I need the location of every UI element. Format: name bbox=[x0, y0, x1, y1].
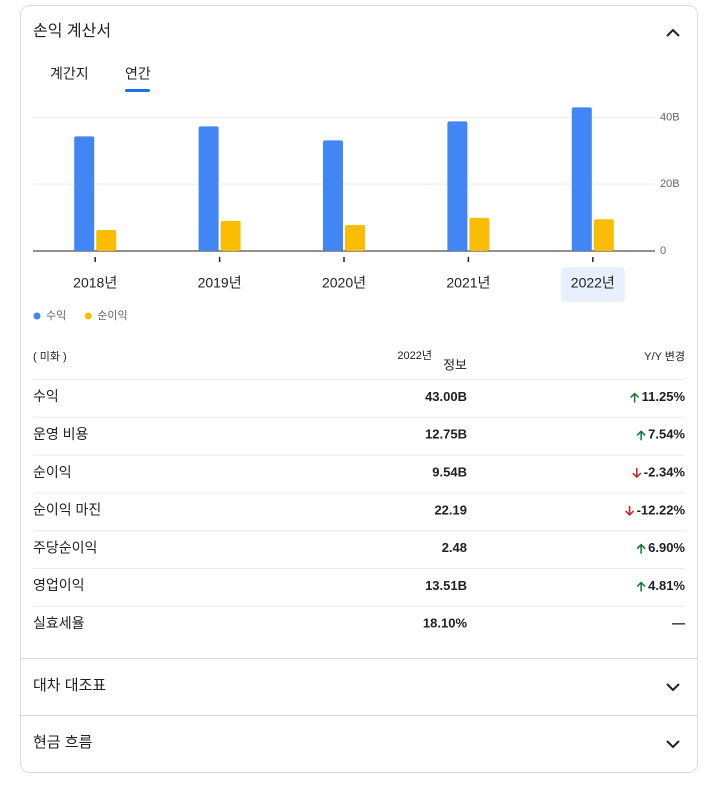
x-tick-label[interactable]: 2020년 bbox=[322, 275, 366, 291]
change-arrow bbox=[630, 392, 640, 403]
change-arrow bbox=[636, 543, 646, 554]
bar bbox=[323, 140, 343, 251]
row-name: 실효세율 bbox=[33, 615, 85, 631]
row-value: 18.10% bbox=[423, 616, 468, 631]
row-change: 6.90% bbox=[648, 540, 685, 555]
row-change: 7.54% bbox=[648, 427, 685, 442]
expand-chevron[interactable] bbox=[666, 740, 680, 749]
tab[interactable]: 계간지 bbox=[50, 66, 89, 82]
section-title: 손익 계산서 bbox=[33, 22, 111, 40]
legend-label: 순이익 bbox=[97, 309, 127, 322]
bar bbox=[198, 126, 219, 251]
row-change: 4.81% bbox=[648, 578, 685, 593]
bar bbox=[447, 121, 468, 251]
y-tick-label: 40B bbox=[660, 111, 680, 123]
bar bbox=[571, 107, 592, 251]
row-name: 수익 bbox=[33, 388, 59, 404]
section-row[interactable]: 대차 대조표 bbox=[33, 677, 106, 694]
collapse-chevron[interactable] bbox=[666, 28, 680, 37]
bar bbox=[220, 220, 241, 251]
bar bbox=[345, 224, 365, 251]
row-change: -2.34% bbox=[644, 465, 686, 480]
table-header: 2022년 bbox=[397, 349, 432, 362]
row-value: 9.54B bbox=[432, 465, 467, 480]
row-change: 11.25% bbox=[642, 389, 686, 404]
row-name: 영업이익 bbox=[33, 577, 85, 593]
tab[interactable]: 연간 bbox=[125, 66, 151, 82]
row-name: 운영 비용 bbox=[33, 426, 89, 442]
selected-category bbox=[560, 267, 625, 302]
row-change: -12.22% bbox=[637, 502, 686, 517]
x-tick-label[interactable]: 2019년 bbox=[198, 275, 242, 291]
bar bbox=[469, 217, 490, 251]
change-arrow bbox=[625, 505, 635, 516]
table-header: 정보 bbox=[443, 357, 467, 372]
row-value: 12.75B bbox=[425, 427, 467, 442]
legend-swatch bbox=[84, 312, 92, 320]
section-row[interactable]: 현금 흐름 bbox=[33, 734, 93, 751]
change-arrow bbox=[636, 581, 646, 592]
row-value: 22.19 bbox=[434, 502, 467, 517]
row-name: 순이익 bbox=[33, 464, 72, 480]
row-name: 주당순이익 bbox=[33, 539, 97, 555]
row-value: 43.00B bbox=[425, 389, 467, 404]
expand-chevron[interactable] bbox=[666, 683, 680, 692]
x-tick-label[interactable]: 2018년 bbox=[73, 275, 117, 291]
bar bbox=[593, 219, 614, 251]
row-value: 2.48 bbox=[442, 540, 467, 555]
y-tick-label: 20B bbox=[660, 178, 680, 190]
x-tick-label[interactable]: 2021년 bbox=[446, 275, 490, 291]
row-change: — bbox=[672, 616, 685, 631]
table-header: Y/Y 변경 bbox=[644, 350, 685, 363]
change-arrow bbox=[636, 430, 646, 441]
bar bbox=[74, 136, 95, 251]
card bbox=[20, 5, 698, 773]
x-tick-label[interactable]: 2022년 bbox=[571, 275, 615, 291]
change-arrow bbox=[632, 468, 642, 479]
y-tick-label: 0 bbox=[660, 245, 666, 257]
legend-label: 수익 bbox=[46, 309, 66, 322]
row-value: 13.51B bbox=[425, 578, 467, 593]
table-header: ( 미화 ) bbox=[33, 350, 67, 363]
row-name: 순이익 마진 bbox=[33, 502, 101, 518]
legend-swatch bbox=[33, 312, 41, 320]
tab-indicator bbox=[125, 89, 150, 92]
bar bbox=[96, 229, 117, 251]
